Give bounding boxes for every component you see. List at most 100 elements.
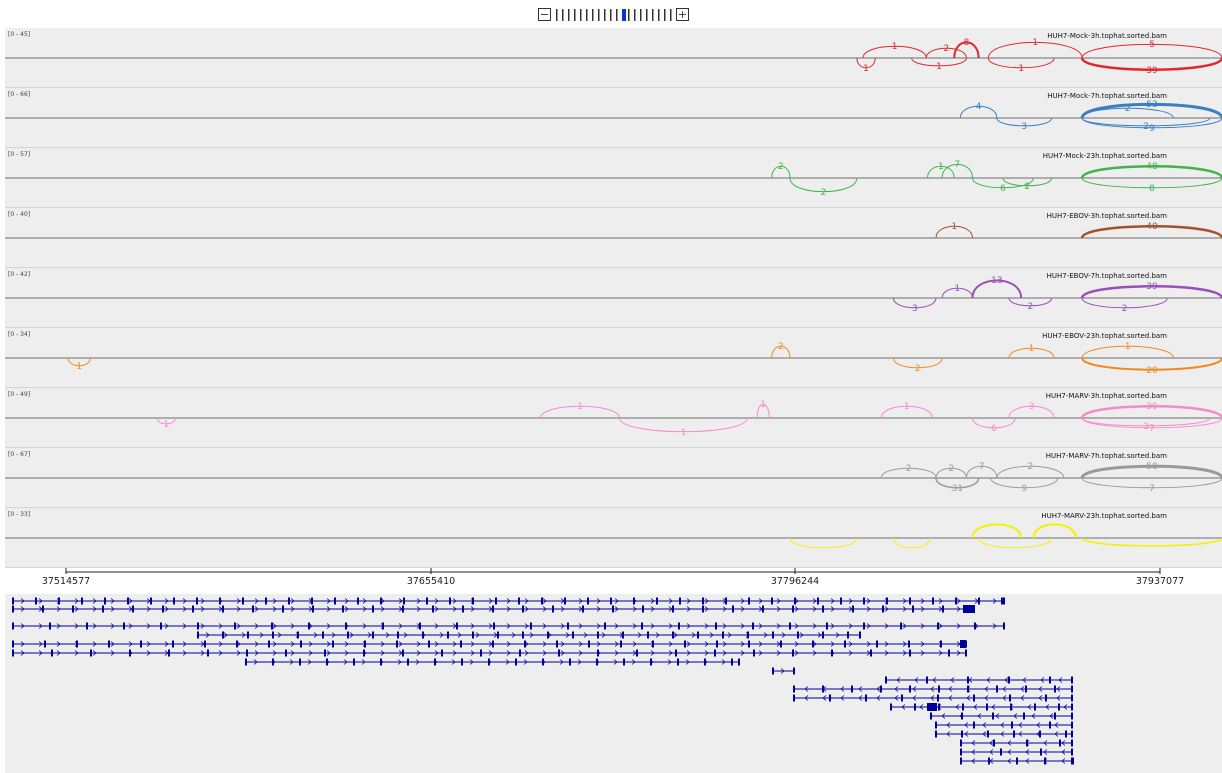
transcript[interactable] <box>960 748 1073 756</box>
junction-arc[interactable] <box>67 357 91 367</box>
junction-arc[interactable] <box>1080 165 1222 179</box>
zoom-slider-thumb[interactable] <box>622 9 626 21</box>
junction-arc[interactable] <box>1081 107 1174 119</box>
junction-arc[interactable] <box>971 523 1023 539</box>
junction-arc[interactable] <box>1081 417 1211 427</box>
junction-arc[interactable] <box>771 345 791 359</box>
transcript[interactable] <box>960 739 1073 747</box>
junction-arc[interactable] <box>1080 464 1222 479</box>
junction-arc[interactable] <box>978 537 1053 549</box>
junction-arc[interactable] <box>1008 347 1055 359</box>
transcript[interactable] <box>935 721 1073 729</box>
junction-arc[interactable] <box>990 477 1059 489</box>
junction-arc[interactable] <box>880 405 933 419</box>
junction-arc[interactable] <box>996 117 1053 127</box>
junction-arc[interactable] <box>892 537 931 549</box>
junction-arc[interactable] <box>619 417 748 433</box>
sashimi-track[interactable]: [0 - 66] HUH7-Mock-7h.tophat.sorted.bam 4 5… <box>5 88 1222 148</box>
junction-arc[interactable] <box>935 225 974 239</box>
gene-annotation-canvas[interactable] <box>5 594 1222 773</box>
junction-arc[interactable] <box>953 41 980 59</box>
junction-arc[interactable] <box>789 177 858 193</box>
junction-arc[interactable] <box>1080 405 1222 419</box>
transcript[interactable] <box>245 658 740 666</box>
junction-arc[interactable] <box>1081 117 1211 127</box>
junction-arc[interactable] <box>1080 102 1222 119</box>
junction-arc[interactable] <box>911 57 967 67</box>
track-name: HUH7-EBOV-3h.tophat.sorted.bam <box>1047 212 1168 220</box>
junction-count-label: 1 <box>163 420 169 430</box>
junction-arc[interactable] <box>892 297 937 309</box>
junction-arc[interactable] <box>926 165 955 179</box>
zoom-control: − + <box>0 0 1222 28</box>
zoom-slider[interactable] <box>553 8 673 22</box>
junction-arc[interactable] <box>935 477 980 489</box>
transcript[interactable] <box>12 640 967 648</box>
junction-arc[interactable] <box>965 465 998 479</box>
transcript[interactable] <box>12 649 967 657</box>
transcript[interactable] <box>12 597 1005 605</box>
junction-arc[interactable] <box>789 537 858 549</box>
junction-arc[interactable] <box>1008 297 1053 307</box>
junction-arc[interactable] <box>1081 297 1168 309</box>
junction-count-label: 1 <box>936 62 942 72</box>
junction-arc[interactable] <box>987 57 1055 69</box>
junction-arc[interactable] <box>1008 405 1055 419</box>
junction-arc[interactable] <box>892 357 943 369</box>
junction-arc[interactable] <box>1081 477 1222 489</box>
transcript[interactable] <box>793 694 1073 702</box>
junction-arc[interactable] <box>1081 357 1222 371</box>
junction-arc[interactable] <box>1002 177 1053 187</box>
transcript[interactable] <box>960 757 1074 765</box>
transcript[interactable] <box>935 730 1073 738</box>
sashimi-track[interactable]: [0 - 67] HUH7-MARV-7h.tophat.sorted.bam 2 2… <box>5 448 1222 508</box>
junction-arc[interactable] <box>941 164 974 179</box>
junction-arc[interactable] <box>1081 177 1222 189</box>
sashimi-track[interactable]: [0 - 40] HUH7-EBOV-3h.tophat.sorted.bam 1 4… <box>5 208 1222 268</box>
junction-arc[interactable] <box>1080 285 1222 299</box>
junction-arc[interactable] <box>756 403 770 419</box>
sashimi-track[interactable]: [0 - 57] HUH7-Mock-23h.tophat.sorted.bam 2… <box>5 148 1222 208</box>
junction-arc[interactable] <box>959 105 998 119</box>
zoom-slider-tick <box>562 9 564 21</box>
transcript[interactable] <box>12 622 1005 630</box>
junction-arc[interactable] <box>1081 345 1174 359</box>
gene-track[interactable] <box>5 594 1222 773</box>
junction-arc[interactable] <box>1032 523 1077 539</box>
transcript[interactable] <box>885 676 1073 684</box>
junction-arc[interactable] <box>856 57 876 69</box>
junction-arc[interactable] <box>987 41 1083 59</box>
sashimi-track[interactable]: [0 - 33] HUH7-MARV-23h.tophat.sorted.bam <box>5 508 1222 568</box>
transcript[interactable] <box>930 712 1073 720</box>
zoom-out-button[interactable]: − <box>538 8 551 21</box>
transcript[interactable] <box>890 703 1073 711</box>
zoom-in-button[interactable]: + <box>676 8 689 21</box>
transcript[interactable] <box>12 605 974 613</box>
junction-arc[interactable] <box>156 417 176 425</box>
junction-arc[interactable] <box>862 45 927 59</box>
junction-arc[interactable] <box>1080 225 1222 239</box>
sashimi-track[interactable]: [0 - 49] HUH7-MARV-3h.tophat.sorted.bam 1 1… <box>5 388 1222 448</box>
junction-arc[interactable] <box>1081 537 1222 547</box>
junction-arc[interactable] <box>1081 417 1222 429</box>
junction-arc[interactable] <box>996 465 1065 479</box>
zoom-slider-tick <box>652 9 654 21</box>
junction-arc[interactable] <box>941 287 974 299</box>
transcript[interactable] <box>793 685 1073 693</box>
junction-arc[interactable] <box>539 405 621 419</box>
junction-arc[interactable] <box>972 177 1034 189</box>
junction-arc[interactable] <box>925 47 967 59</box>
junction-arc[interactable] <box>771 165 791 179</box>
junction-count-label: 6 <box>991 424 997 434</box>
sashimi-track[interactable]: [0 - 34] HUH7-EBOV-23h.tophat.sorted.bam 1… <box>5 328 1222 388</box>
transcript[interactable] <box>772 667 795 675</box>
junction-arc[interactable] <box>971 279 1023 299</box>
junction-arc[interactable] <box>935 467 967 479</box>
junction-arc[interactable] <box>880 467 937 479</box>
transcript[interactable] <box>197 631 861 639</box>
junction-arc[interactable] <box>1081 43 1222 59</box>
junction-arc[interactable] <box>972 417 1016 429</box>
junction-arc[interactable] <box>1080 57 1222 71</box>
sashimi-track[interactable]: [0 - 42] HUH7-EBOV-7h.tophat.sorted.bam 3 1… <box>5 268 1222 328</box>
